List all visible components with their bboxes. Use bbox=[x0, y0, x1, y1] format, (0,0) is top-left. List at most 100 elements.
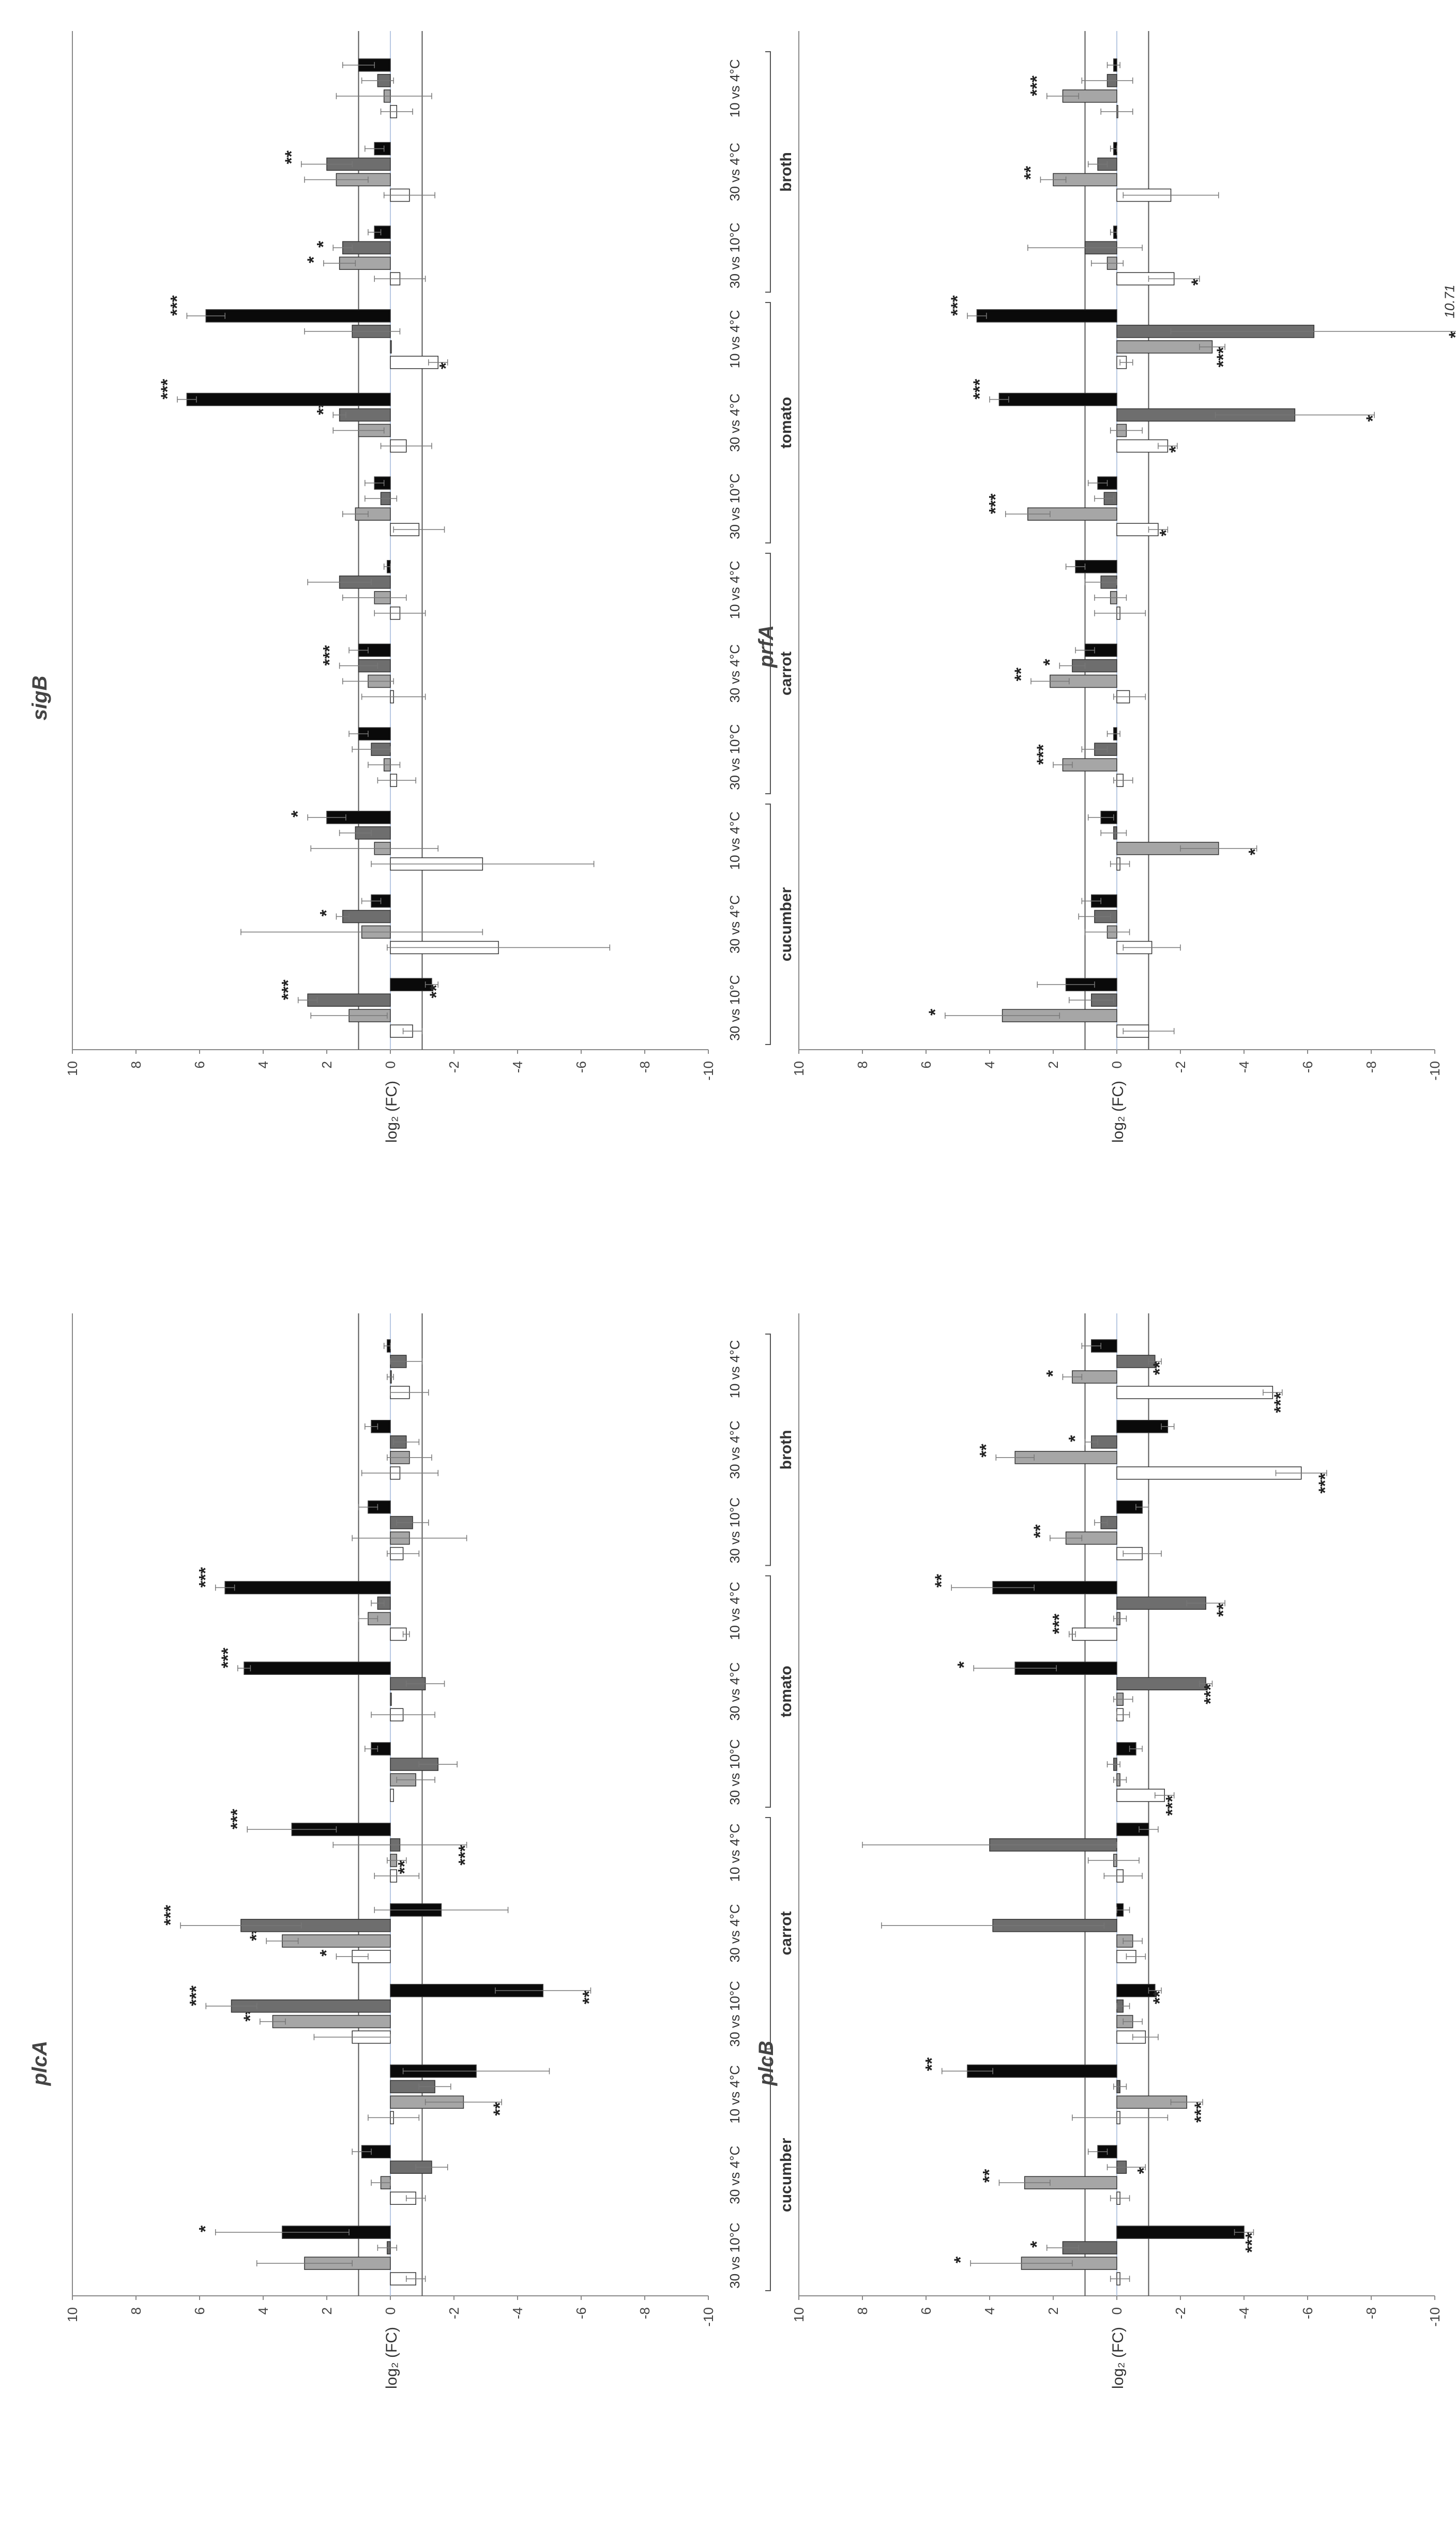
significance-label: * bbox=[1188, 278, 1208, 285]
bar bbox=[272, 2015, 391, 2029]
bar bbox=[390, 978, 432, 991]
significance-label: *** bbox=[158, 379, 177, 399]
prfa-chart-panel: 10 8 6 4 2 0 -2 -4 -6 -8 -10 log₂ (FC) broth 10 vs 4°… bbox=[755, 31, 1456, 1143]
value-tick-label: 0 bbox=[1109, 1061, 1125, 1068]
group-bracket bbox=[765, 2058, 771, 2291]
condition-label: 30 vs 10°C bbox=[727, 724, 742, 790]
condition-label: 30 vs 10°C bbox=[1453, 1739, 1456, 1805]
value-tick-label: -4 bbox=[1236, 2307, 1252, 2319]
significance-label: * bbox=[1040, 659, 1059, 666]
chart-title: prfA bbox=[755, 625, 778, 668]
value-tick-label: 4 bbox=[982, 1061, 997, 1068]
significance-label: *** bbox=[196, 1567, 216, 1587]
bar bbox=[967, 2064, 1117, 2078]
significance-label: * bbox=[926, 1008, 945, 1016]
significance-label: *** bbox=[986, 493, 1006, 514]
significance-label: * bbox=[951, 2256, 970, 2263]
condition-label: 30 vs 4°C bbox=[1453, 393, 1456, 452]
condition-label: 10 vs 4°C bbox=[1453, 811, 1456, 870]
condition-label: 30 vs 10°C bbox=[1453, 1981, 1456, 2047]
significance-label: * bbox=[288, 810, 308, 818]
sigb-chart-panel: 10 8 6 4 2 0 -2 -4 -6 -8 -10 log₂ (FC) broth 10 vs 4°… bbox=[28, 31, 795, 1143]
bar bbox=[307, 993, 391, 1007]
condition-label: 30 vs 4°C bbox=[1453, 2146, 1456, 2204]
group-bracket bbox=[765, 804, 771, 1045]
value-axis-title: log₂ (FC) bbox=[1110, 2327, 1127, 2389]
value-tick-label: -4 bbox=[1236, 1061, 1252, 1073]
significance-label: ** bbox=[579, 1990, 599, 2004]
condition-label: 30 vs 10°C bbox=[727, 975, 742, 1040]
value-tick-label: 0 bbox=[383, 2307, 398, 2314]
condition-label: 30 vs 4°C bbox=[1453, 1904, 1456, 1962]
value-tick-label: -10 bbox=[701, 2307, 716, 2327]
value-tick-label: 6 bbox=[192, 1061, 207, 1068]
significance-label: ** bbox=[1150, 1361, 1170, 1375]
significance-label: *** bbox=[1201, 1683, 1221, 1704]
significance-label: * bbox=[954, 1661, 974, 1668]
significance-label: *** bbox=[161, 1904, 180, 1925]
value-tick-label: 6 bbox=[192, 2307, 207, 2314]
significance-label: ** bbox=[490, 2102, 510, 2116]
bar bbox=[1116, 2226, 1245, 2239]
group-bracket bbox=[765, 51, 771, 293]
significance-label: * bbox=[316, 910, 336, 917]
condition-label: 10 vs 4°C bbox=[727, 2065, 742, 2124]
group-label: broth bbox=[778, 152, 795, 192]
value-tick-label: 6 bbox=[918, 1061, 934, 1068]
value-tick-label: -2 bbox=[446, 2307, 462, 2319]
bar bbox=[244, 1661, 391, 1675]
value-tick-label: -8 bbox=[637, 2307, 653, 2319]
bar bbox=[1116, 1466, 1302, 1480]
significance-label: * bbox=[1043, 1370, 1063, 1377]
group-bracket bbox=[765, 1575, 771, 1808]
value-tick-label: 4 bbox=[255, 1061, 271, 1068]
chart-title: plcA bbox=[28, 2041, 51, 2086]
value-tick-label: -8 bbox=[1363, 2307, 1379, 2319]
bar bbox=[1116, 1677, 1206, 1690]
significance-label: ** bbox=[395, 1860, 415, 1874]
condition-label: 10 vs 4°C bbox=[727, 310, 742, 368]
group-label: carrot bbox=[778, 652, 795, 695]
significance-label: * bbox=[1363, 415, 1383, 422]
value-tick-label: -8 bbox=[1363, 1061, 1379, 1073]
significance-label: ** bbox=[1030, 1524, 1050, 1538]
significance-label: * bbox=[1246, 848, 1265, 855]
chart-title: plcB bbox=[755, 2041, 778, 2086]
significance-label: *** bbox=[218, 1647, 238, 1668]
condition-label: 30 vs 4°C bbox=[727, 1662, 742, 1721]
bar bbox=[1116, 340, 1213, 354]
significance-label: ** bbox=[282, 150, 301, 164]
value-tick-label: 10 bbox=[791, 1061, 807, 1076]
bar bbox=[231, 1999, 391, 2013]
group-bracket bbox=[765, 1817, 771, 2050]
condition-label: 10 vs 4°C bbox=[1453, 310, 1456, 368]
value-axis-title: log₂ (FC) bbox=[383, 1081, 400, 1143]
significance-label: ** bbox=[1214, 1603, 1233, 1617]
bar bbox=[390, 1789, 394, 1802]
value-tick-label: -6 bbox=[1300, 2307, 1315, 2319]
group-bracket bbox=[765, 553, 771, 794]
group-label: carrot bbox=[778, 1911, 795, 1955]
bar bbox=[998, 392, 1117, 406]
significance-label: ** bbox=[922, 2057, 942, 2071]
value-tick-label: 10 bbox=[65, 1061, 80, 1076]
value-tick-label: -10 bbox=[701, 1061, 716, 1081]
significance-label: ** bbox=[976, 1444, 996, 1458]
value-tick-label: 0 bbox=[1109, 2307, 1125, 2314]
condition-label: 10 vs 4°C bbox=[727, 59, 742, 117]
bar bbox=[224, 1581, 391, 1595]
bar bbox=[390, 1692, 392, 1706]
significance-label: * bbox=[316, 1949, 336, 1957]
condition-label: 30 vs 10°C bbox=[727, 1739, 742, 1805]
condition-label: 30 vs 10°C bbox=[727, 1981, 742, 2047]
value-tick-label: -2 bbox=[446, 1061, 462, 1073]
condition-label: 30 vs 4°C bbox=[727, 2146, 742, 2204]
bar bbox=[205, 309, 391, 323]
value-tick-label: 2 bbox=[1045, 1061, 1061, 1068]
significance-label: *** bbox=[1034, 744, 1053, 765]
condition-label: 10 vs 4°C bbox=[1453, 1823, 1456, 1882]
plca-chart-panel: 10 8 6 4 2 0 -2 -4 -6 -8 -10 log₂ (FC) broth 10 vs 4°… bbox=[28, 1313, 795, 2389]
group-label: cucumber bbox=[778, 2138, 795, 2212]
value-tick-label: 4 bbox=[982, 2307, 997, 2314]
